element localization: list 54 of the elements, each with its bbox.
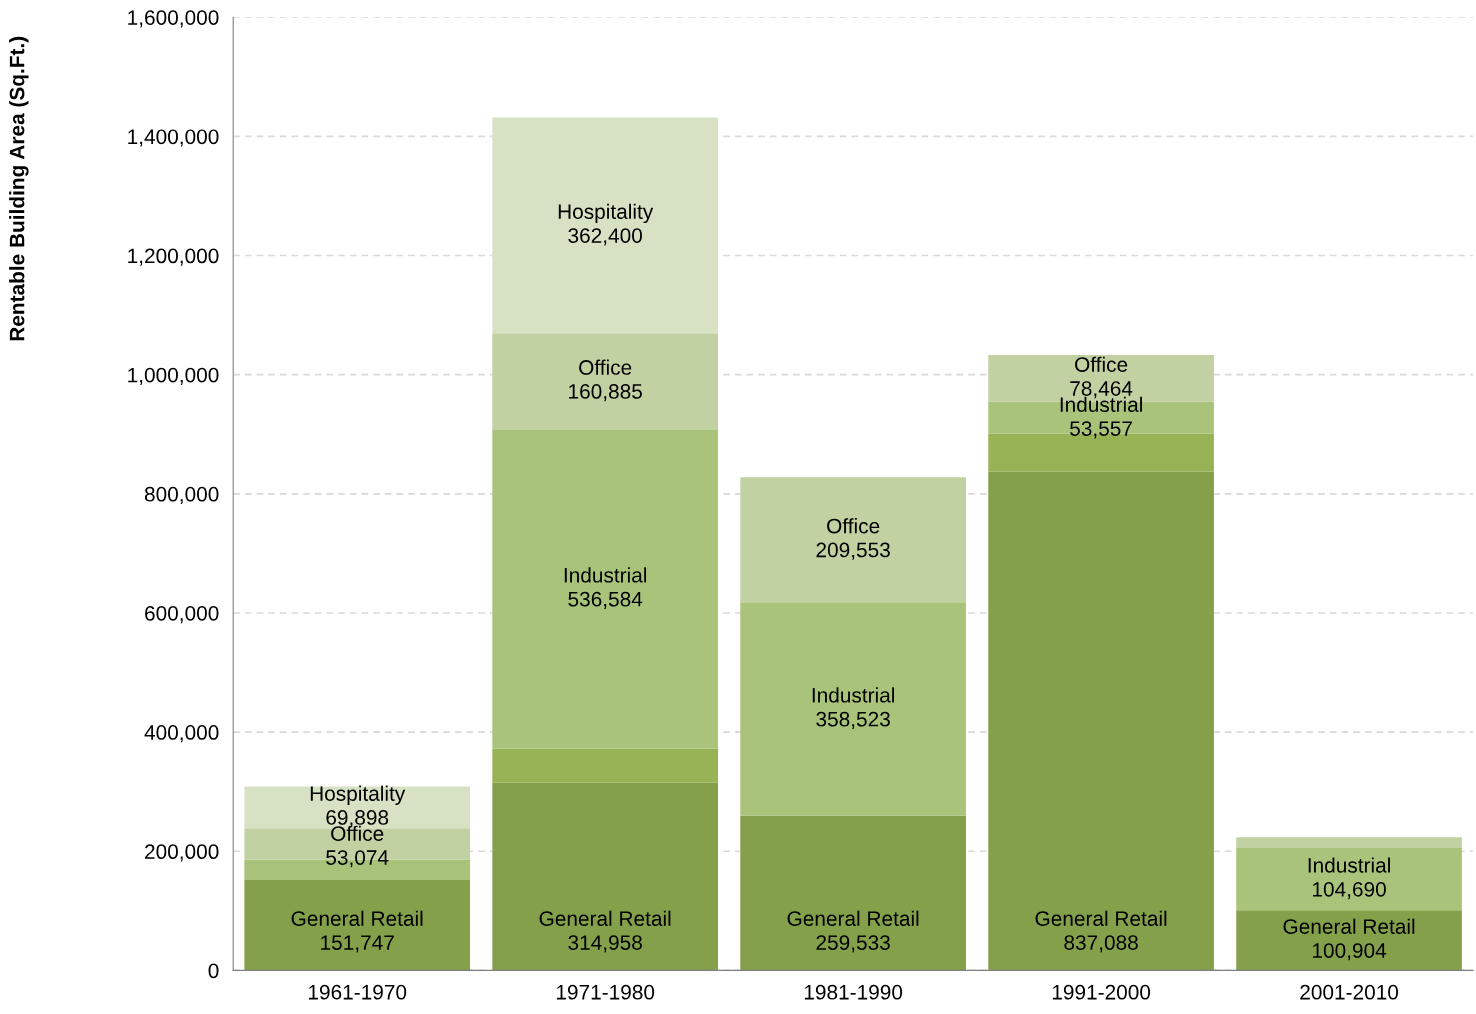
series-label: General Retail xyxy=(1283,918,1415,934)
bar xyxy=(740,602,966,816)
bar xyxy=(740,477,966,603)
bar xyxy=(1236,837,1462,848)
y-tick-label: 400,000 xyxy=(144,725,219,743)
series-label: Office xyxy=(1075,356,1128,372)
text: Office xyxy=(579,359,632,375)
bar xyxy=(244,880,471,971)
bar xyxy=(492,429,718,749)
text: Industrial xyxy=(812,687,894,703)
bar xyxy=(1236,847,1462,911)
x-tick-label: 2001-2010 xyxy=(1300,984,1399,1000)
text: General Retail xyxy=(787,910,919,926)
bar xyxy=(740,815,966,971)
y-tick-label: 1,000,000 xyxy=(128,367,219,385)
bar xyxy=(988,471,1214,971)
x-tick-label: 1961-1970 xyxy=(308,984,407,1000)
text: Office xyxy=(827,518,880,534)
text: General Retail xyxy=(1035,910,1167,926)
data-label: 837,088 xyxy=(1064,935,1138,953)
y-axis-title: Rentable Building Area (Sq.Ft.) xyxy=(9,36,29,341)
text: General Retail xyxy=(539,910,671,926)
data-label: 259,533 xyxy=(816,935,890,953)
y-tick-label: 800,000 xyxy=(144,486,219,505)
bar xyxy=(492,782,718,971)
y-tick-label: 1,400,000 xyxy=(128,129,219,147)
text: Industrial xyxy=(564,567,647,583)
bar xyxy=(492,117,718,334)
text: Hospitality xyxy=(558,203,654,224)
data-label: 358,523 xyxy=(816,711,890,730)
y-tick-label: 0 xyxy=(208,963,219,979)
data-label: 53,074 xyxy=(326,850,389,868)
x-tick-label: 1981-1990 xyxy=(804,984,903,1000)
bar xyxy=(492,748,718,783)
y-tick-label: 200,000 xyxy=(145,844,219,862)
data-label: 104,690 xyxy=(1313,881,1386,900)
x-tick-label: 1971-1980 xyxy=(556,984,655,1000)
text: General Retail xyxy=(291,910,423,926)
data-label: 314,958 xyxy=(568,935,642,953)
data-label: 100,904 xyxy=(1313,943,1387,961)
text: Industrial xyxy=(1308,857,1390,873)
y-tick-label: 600,000 xyxy=(145,605,219,624)
bar xyxy=(1236,910,1462,971)
data-label: 160,885 xyxy=(569,384,642,402)
y-tick-label: 1,600,000 xyxy=(128,10,219,28)
data-label: 209,553 xyxy=(816,542,890,560)
x-tick-label: 1991-2000 xyxy=(1052,984,1151,1000)
data-label: 53,557 xyxy=(1070,421,1132,439)
y-tick-label: 1,200,000 xyxy=(128,248,219,266)
data-label: 362,400 xyxy=(568,228,642,246)
data-label: 151,747 xyxy=(321,935,394,953)
series-label: Hospitality xyxy=(310,785,406,806)
bar xyxy=(492,333,718,430)
data-label: 536,584 xyxy=(568,591,643,610)
